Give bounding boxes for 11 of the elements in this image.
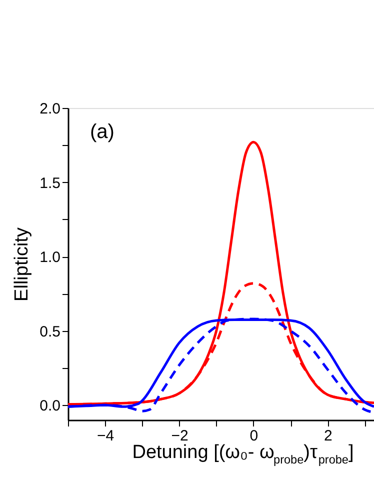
x-tick-label: −4 (97, 428, 114, 444)
y-axis-title: Ellipticity (12, 227, 33, 302)
y-tick-label: 0.5 (40, 323, 60, 340)
annotation: (a) (90, 121, 114, 143)
x-tick-label: 0 (250, 428, 258, 444)
y-tick-label: 1.0 (40, 249, 60, 266)
y-tick-label: 0.0 (40, 398, 60, 415)
y-tick-label: 1.5 (40, 174, 60, 192)
x-tick-label: −2 (171, 428, 188, 444)
y-tick-label: 2.0 (40, 100, 60, 118)
x-tick-label: 2 (324, 428, 332, 444)
